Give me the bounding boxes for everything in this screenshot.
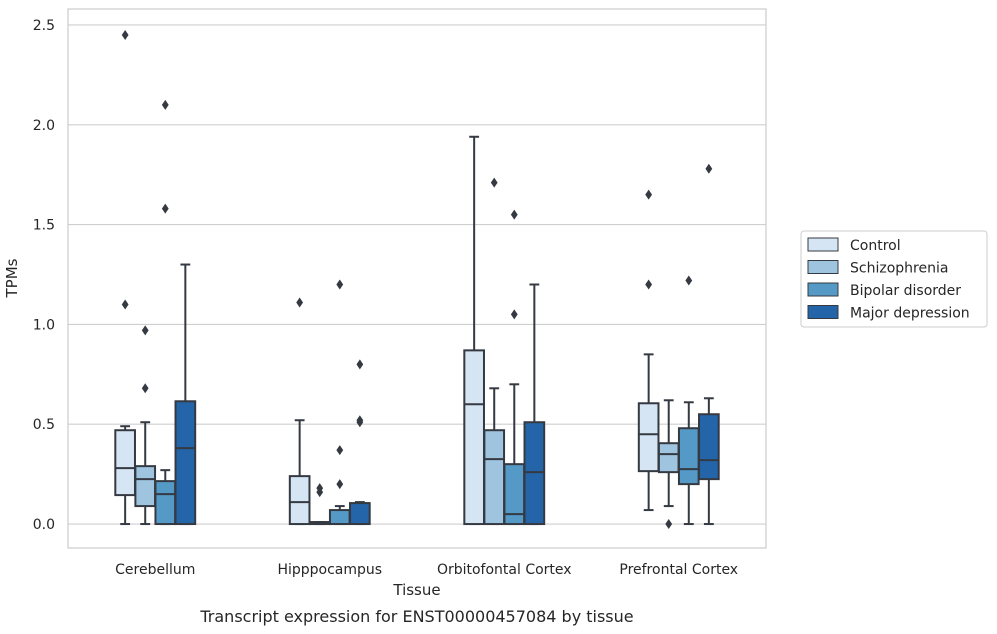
legend-label: Major depression <box>850 306 970 322</box>
box-body <box>657 442 680 474</box>
box-1-0 <box>288 297 311 526</box>
legend-label: Schizophrenia <box>850 261 948 277</box>
outlier-marker <box>356 415 364 426</box>
box-0-3 <box>174 263 197 526</box>
box-body <box>349 502 371 526</box>
box-body <box>134 465 157 508</box>
outlier-marker <box>490 177 498 188</box>
outlier-marker <box>161 99 169 110</box>
box-0-0 <box>114 29 136 526</box>
legend-swatch <box>807 237 839 252</box>
box-body <box>328 509 351 526</box>
outlier-marker <box>645 189 653 200</box>
box-2-0 <box>463 135 485 526</box>
x-tick-label: Orbitofontal Cortex <box>437 562 572 578</box>
outlier-marker <box>336 479 344 490</box>
box-0-1 <box>134 325 157 526</box>
y-tick-label: 1.5 <box>33 218 55 234</box>
box-body <box>174 400 197 526</box>
outlier-marker <box>685 275 693 286</box>
legend-swatch <box>807 260 839 274</box>
box-3-2 <box>677 275 700 526</box>
outlier-marker <box>665 519 673 530</box>
outlier-marker <box>510 209 518 220</box>
box-1-1 <box>308 483 331 526</box>
box-2-1 <box>483 177 506 526</box>
x-tick-labels: Cerebellum Hipppocampus Orbitofontal Corte… <box>115 562 738 578</box>
plot-frame <box>67 8 767 549</box>
legend-label: Bipolar disorder <box>850 283 961 299</box>
legend: Control Schizophrenia Bipolar disorder Majo… <box>800 230 988 328</box>
box-0-2 <box>154 99 177 526</box>
legend-swatch <box>807 282 839 297</box>
box-body <box>483 429 506 526</box>
outlier-marker <box>510 309 518 320</box>
box-3-0 <box>637 189 660 512</box>
outlier-marker <box>336 279 344 290</box>
box-body <box>114 429 136 497</box>
legend-frame <box>800 230 988 328</box>
outlier-marker <box>296 297 304 308</box>
box-body <box>288 475 311 526</box>
outlier-marker <box>705 163 713 174</box>
outlier-marker <box>645 279 653 290</box>
y-tick-label: 2.0 <box>33 118 55 134</box>
x-tick-label: Hipppocampus <box>277 562 382 578</box>
box-groups <box>114 29 720 530</box>
outlier-marker <box>121 299 129 310</box>
legend-label: Control <box>850 238 901 254</box>
outlier-marker <box>161 203 169 214</box>
y-axis-label: TPMs <box>3 258 21 298</box>
outlier-marker <box>121 29 129 40</box>
y-tick-label: 0.5 <box>33 417 55 433</box>
box-body <box>698 413 720 481</box>
x-axis-label: Tissue <box>392 581 440 599</box>
x-tick-label: Prefrontal Cortex <box>619 562 738 578</box>
box-2-3 <box>523 283 546 526</box>
outlier-marker <box>336 445 344 456</box>
outlier-marker <box>316 483 324 494</box>
box-body <box>154 480 177 526</box>
box-1-3 <box>349 359 371 526</box>
y-tick-label: 2.5 <box>33 18 55 34</box>
outlier-marker <box>356 359 364 370</box>
outlier-marker <box>141 325 149 336</box>
y-tick-labels: 0.0 0.5 1.0 1.5 2.0 2.5 <box>33 18 55 533</box>
box-2-2 <box>503 209 526 526</box>
x-tick-label: Cerebellum <box>115 562 195 578</box>
outlier-marker <box>141 383 149 394</box>
chart-caption: Transcript expression for ENST0000045708… <box>199 607 633 626</box>
box-body <box>637 402 660 473</box>
box-3-3 <box>698 163 720 526</box>
box-body <box>463 349 485 526</box>
box-3-1 <box>657 399 680 530</box>
box-body <box>677 427 700 486</box>
y-tick-label: 1.0 <box>33 317 55 333</box>
legend-swatch <box>807 305 839 319</box>
y-tick-label: 0.0 <box>33 517 55 533</box>
box-1-2 <box>328 279 351 526</box>
